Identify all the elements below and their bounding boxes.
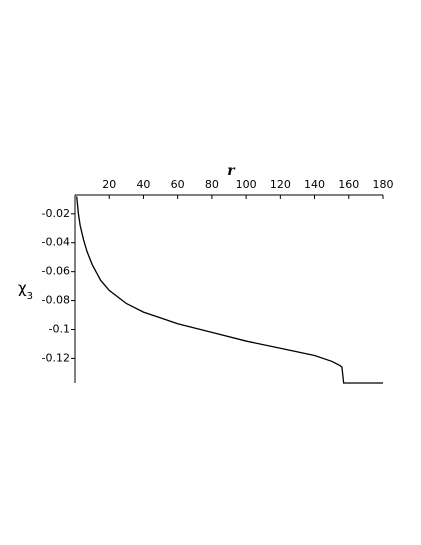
y-tick-label: -0.02 (42, 207, 70, 220)
x-tick-label: 80 (205, 178, 219, 191)
x-tick-label: 20 (102, 178, 116, 191)
y-tick-label: -0.04 (42, 236, 70, 249)
curve (76, 196, 383, 384)
y-tick-label: -0.06 (42, 265, 70, 278)
y-axis-subscript: 3 (27, 291, 33, 302)
x-tick-label: 180 (373, 178, 394, 191)
x-tick-label: 140 (304, 178, 325, 191)
x-tick-label: 60 (171, 178, 185, 191)
x-tick-label: 120 (270, 178, 291, 191)
x-tick-label: 100 (236, 178, 257, 191)
y-tick-label: -0.1 (49, 322, 70, 335)
y-tick-label: -0.08 (42, 294, 70, 307)
y-axis-label: χ3 (18, 279, 33, 303)
x-tick-label: 160 (338, 178, 359, 191)
y-tick-label: -0.12 (42, 351, 70, 364)
x-axis-label: r (227, 163, 236, 179)
y-axis-symbol: χ (18, 279, 27, 297)
x-tick-label: 40 (136, 178, 150, 191)
